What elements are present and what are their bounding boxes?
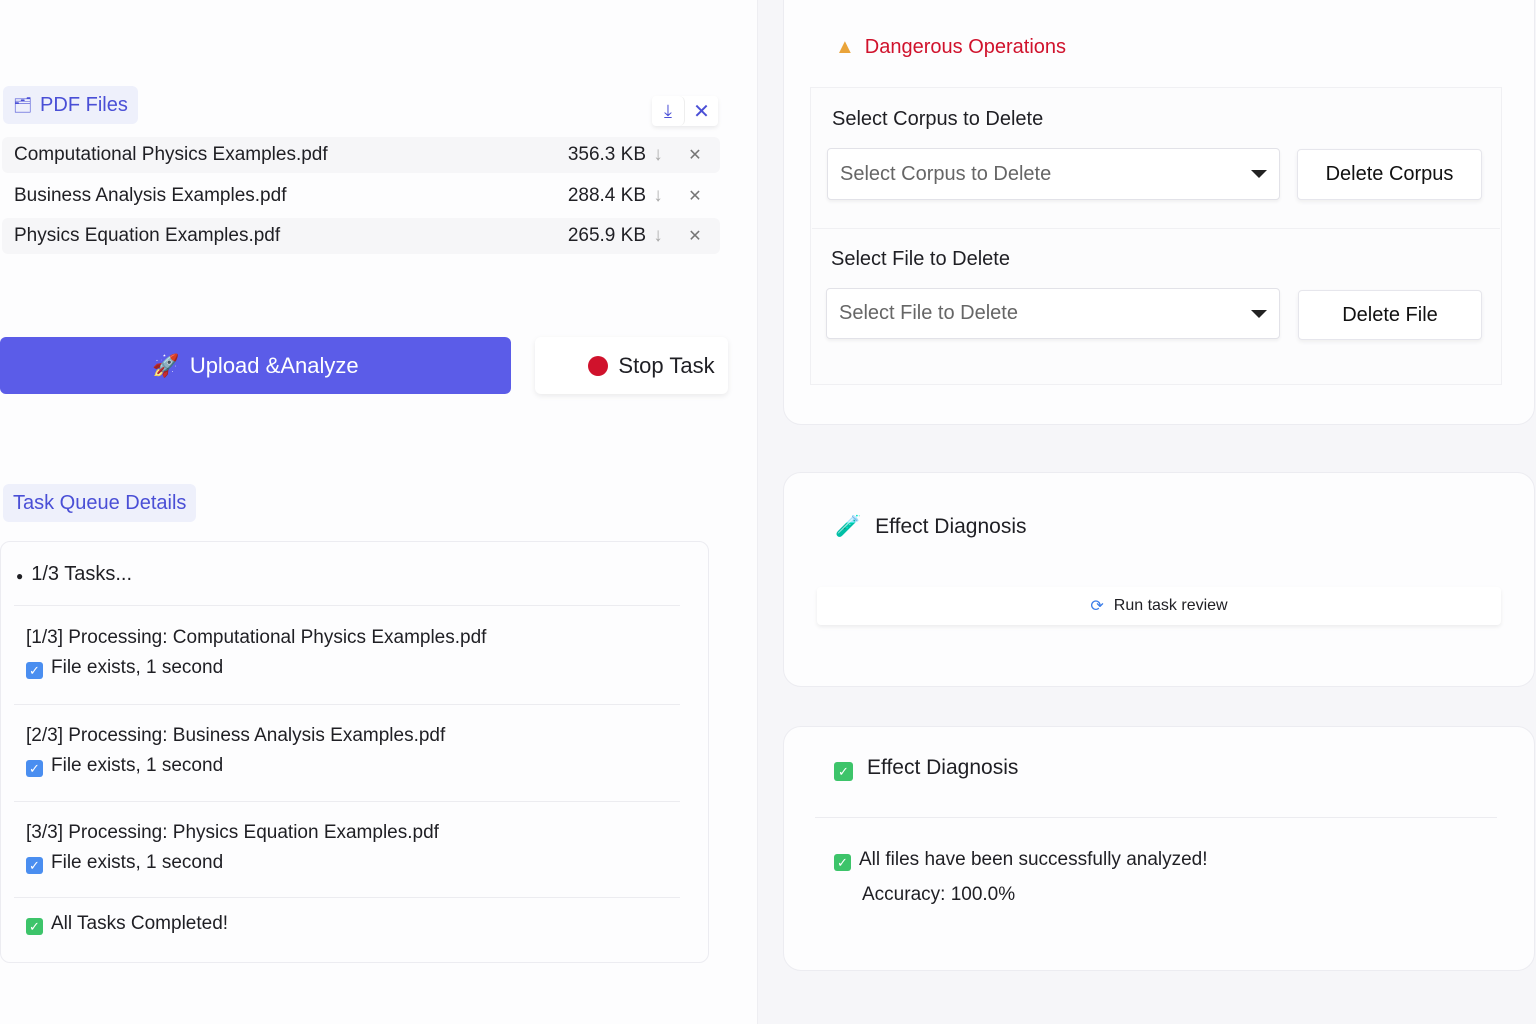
diagnosis-result-title: Effect Diagnosis [867,756,1019,779]
divider [812,228,1500,229]
diagnosis-card [783,472,1535,687]
check-icon: ✓ [26,918,43,935]
tasks-complete: ✓ All Tasks Completed! [26,913,228,935]
download-icon[interactable]: ↓ [653,144,663,165]
divider [14,704,680,705]
progress-text: 1/3 Tasks... [31,563,133,585]
diagnosis-header: 🧪 Effect Diagnosis [835,515,1027,539]
success-message: ✓ All files have been successfully analyz… [834,849,1208,871]
check-icon: ✓ [834,762,853,781]
download-icon[interactable]: ↓ [653,185,663,206]
file-size: 288.4 KB [567,185,646,206]
checkbox-icon: ✓ [26,662,43,679]
danger-inner [810,87,1502,385]
divider [14,801,680,802]
diagnosis-title: Effect Diagnosis [875,515,1027,538]
delete-corpus-label: Delete Corpus [1325,163,1454,185]
task-progress: ● 1/3 Tasks... [16,563,133,585]
divider [815,817,1497,818]
file-row: Physics Equation Examples.pdf 265.9 KB ↓… [2,218,720,254]
accuracy-text: Accuracy: 100.0% [862,884,1016,905]
file-name: Business Analysis Examples.pdf [14,185,287,206]
stop-label: Stop Task [618,352,715,378]
task-status: File exists, 1 second [51,852,224,873]
file-size: 356.3 KB [567,144,646,165]
task-line: [1/3] Processing: Computational Physics … [26,627,487,648]
divider [14,897,680,898]
corpus-label: Select Corpus to Delete [832,108,1044,130]
divider [14,605,680,606]
task-line: [3/3] Processing: Physics Equation Examp… [26,822,439,843]
download-icon[interactable]: ↓ [653,225,663,246]
delete-file-button[interactable]: Delete File [1298,290,1482,340]
task-status: File exists, 1 second [51,755,224,776]
remove-file-icon[interactable]: ✕ [688,147,702,164]
checkbox-icon: ✓ [26,857,43,874]
delete-corpus-button[interactable]: Delete Corpus [1297,149,1482,200]
task-item: [3/3] Processing: Physics Equation Examp… [26,822,439,874]
task-item: [2/3] Processing: Business Analysis Exam… [26,725,445,777]
upload-analyze-button[interactable]: 🚀 Upload &Analyze [0,337,511,394]
warning-icon: ▲ [835,36,855,58]
corpus-placeholder: Select Corpus to Delete [840,162,1052,185]
diagnosis-result-header: ✓ Effect Diagnosis [834,756,1018,781]
file-size: 265.9 KB [567,225,646,246]
task-item: [1/3] Processing: Computational Physics … [26,627,486,679]
task-queue-card [0,541,709,963]
success-text: All files have been successfully analyze… [859,849,1208,870]
diagnosis-result-card [783,726,1535,971]
task-line: [2/3] Processing: Business Analysis Exam… [26,725,446,746]
caret-down-icon [1251,170,1267,178]
run-review-label: Run task review [1113,597,1228,614]
file-row: Computational Physics Examples.pdf 356.3… [2,137,720,173]
task-queue-title: Task Queue Details [13,491,187,514]
test-tube-icon: 🧪 [835,515,862,538]
run-task-review-button[interactable]: ⟳ Run task review [817,587,1501,625]
file-toolbar: ⤓ ✕ [652,96,718,126]
corpus-select[interactable]: Select Corpus to Delete [827,148,1280,200]
delete-file-label: Delete File [1342,303,1438,326]
remove-file-icon[interactable]: ✕ [688,188,702,205]
remove-file-icon[interactable]: ✕ [688,228,702,245]
file-row: Business Analysis Examples.pdf 288.4 KB … [2,178,720,214]
rocket-icon: 🚀 [152,352,180,378]
file-name: Computational Physics Examples.pdf [14,144,328,165]
file-placeholder: Select File to Delete [839,302,1018,324]
stop-task-button[interactable]: Stop Task [535,337,728,394]
done-text: All Tasks Completed! [51,913,229,934]
file-select[interactable]: Select File to Delete [826,288,1280,339]
danger-title: Dangerous Operations [864,36,1067,58]
file-name: Physics Equation Examples.pdf [14,225,281,246]
file-label: Select File to Delete [831,248,1010,270]
task-queue-header: Task Queue Details [3,484,197,522]
refresh-icon: ⟳ [1090,598,1104,615]
file-icon: 🗂 [13,97,33,114]
checkbox-icon: ✓ [26,760,43,777]
clear-all-icon[interactable]: ✕ [693,100,710,123]
task-status: File exists, 1 second [51,657,224,678]
stop-icon [588,355,609,376]
pdf-files-title: PDF Files [40,93,128,116]
pdf-files-header: 🗂 PDF Files [3,86,138,124]
danger-header: ▲ Dangerous Operations [835,36,1066,59]
caret-down-icon [1251,309,1267,318]
download-all-icon[interactable]: ⤓ [652,96,685,126]
check-icon: ✓ [834,854,851,871]
upload-label: Upload &Analyze [189,352,359,378]
